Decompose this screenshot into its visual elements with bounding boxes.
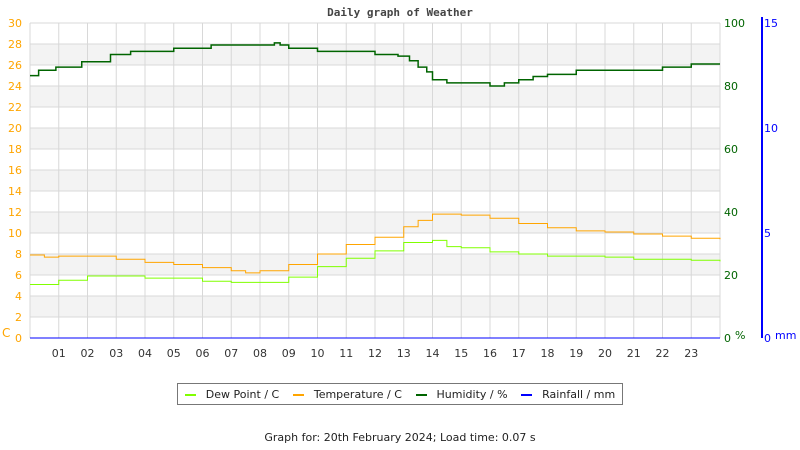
left-tick-label: 18: [8, 143, 22, 156]
left-axis-label: C: [2, 326, 10, 340]
legend-label: Rainfall / mm: [542, 387, 616, 401]
left-tick-label: 24: [8, 80, 22, 93]
x-tick-label: 22: [656, 347, 670, 360]
x-tick-label: 13: [397, 347, 411, 360]
right-tick-label: 60: [724, 143, 738, 156]
rain-tick-label: 5: [764, 227, 771, 240]
rain-tick-label: 15: [764, 17, 778, 30]
legend-label: Dew Point / C: [205, 387, 280, 401]
x-tick-label: 04: [138, 347, 152, 360]
legend: Dew Point / C Temperature / C Humidity /…: [177, 383, 623, 405]
right-tick-label: 0: [724, 332, 731, 345]
x-tick-label: 03: [109, 347, 123, 360]
x-tick-label: 14: [426, 347, 440, 360]
right-tick-label: 100: [724, 17, 745, 30]
rain-axis-label: mm: [775, 329, 796, 342]
x-tick-label: 09: [282, 347, 296, 360]
legend-temperature: Temperature / C: [292, 387, 402, 401]
x-tick-label: 11: [339, 347, 353, 360]
left-tick-label: 0: [15, 332, 22, 345]
left-tick-label: 22: [8, 101, 22, 114]
left-tick-label: 28: [8, 38, 22, 51]
x-tick-label: 05: [167, 347, 181, 360]
legend-humidity: Humidity / %: [415, 387, 508, 401]
left-tick-label: 6: [15, 269, 22, 282]
x-tick-label: 01: [52, 347, 66, 360]
legend-label: Humidity / %: [436, 387, 508, 401]
x-tick-label: 23: [684, 347, 698, 360]
right-tick-label: 40: [724, 206, 738, 219]
left-tick-label: 20: [8, 122, 22, 135]
left-tick-label: 30: [8, 17, 22, 30]
x-tick-label: 21: [627, 347, 641, 360]
left-tick-label: 10: [8, 227, 22, 240]
left-tick-label: 14: [8, 185, 22, 198]
series-line-dew: [30, 239, 721, 285]
left-tick-label: 2: [15, 311, 22, 324]
right-axis-label: %: [735, 329, 745, 342]
series-line-temperature: [30, 213, 721, 274]
legend-label: Temperature / C: [313, 387, 402, 401]
x-tick-label: 17: [512, 347, 526, 360]
rain-tick-label: 0: [764, 332, 771, 345]
left-tick-label: 4: [15, 290, 22, 303]
x-tick-label: 12: [368, 347, 382, 360]
x-tick-label: 10: [311, 347, 325, 360]
x-tick-label: 02: [81, 347, 95, 360]
chart-title: Daily graph of Weather: [327, 6, 473, 19]
left-tick-label: 12: [8, 206, 22, 219]
left-tick-label: 26: [8, 59, 22, 72]
left-tick-label: 8: [15, 248, 22, 261]
legend-rainfall: Rainfall / mm: [521, 388, 615, 401]
legend-dew-point: Dew Point / C: [184, 387, 280, 401]
x-tick-label: 15: [454, 347, 468, 360]
footer-status: Graph for: 20th February 2024; Load time…: [264, 431, 536, 444]
left-tick-label: 16: [8, 164, 22, 177]
x-tick-label: 19: [569, 347, 583, 360]
right-tick-label: 20: [724, 269, 738, 282]
x-tick-label: 18: [541, 347, 555, 360]
series-line-humidity: [30, 42, 720, 87]
rain-tick-label: 10: [764, 122, 778, 135]
x-tick-label: 08: [253, 347, 267, 360]
right-tick-label: 80: [724, 80, 738, 93]
x-tick-label: 16: [483, 347, 497, 360]
x-tick-label: 07: [224, 347, 238, 360]
x-tick-label: 06: [196, 347, 210, 360]
x-tick-label: 20: [598, 347, 612, 360]
